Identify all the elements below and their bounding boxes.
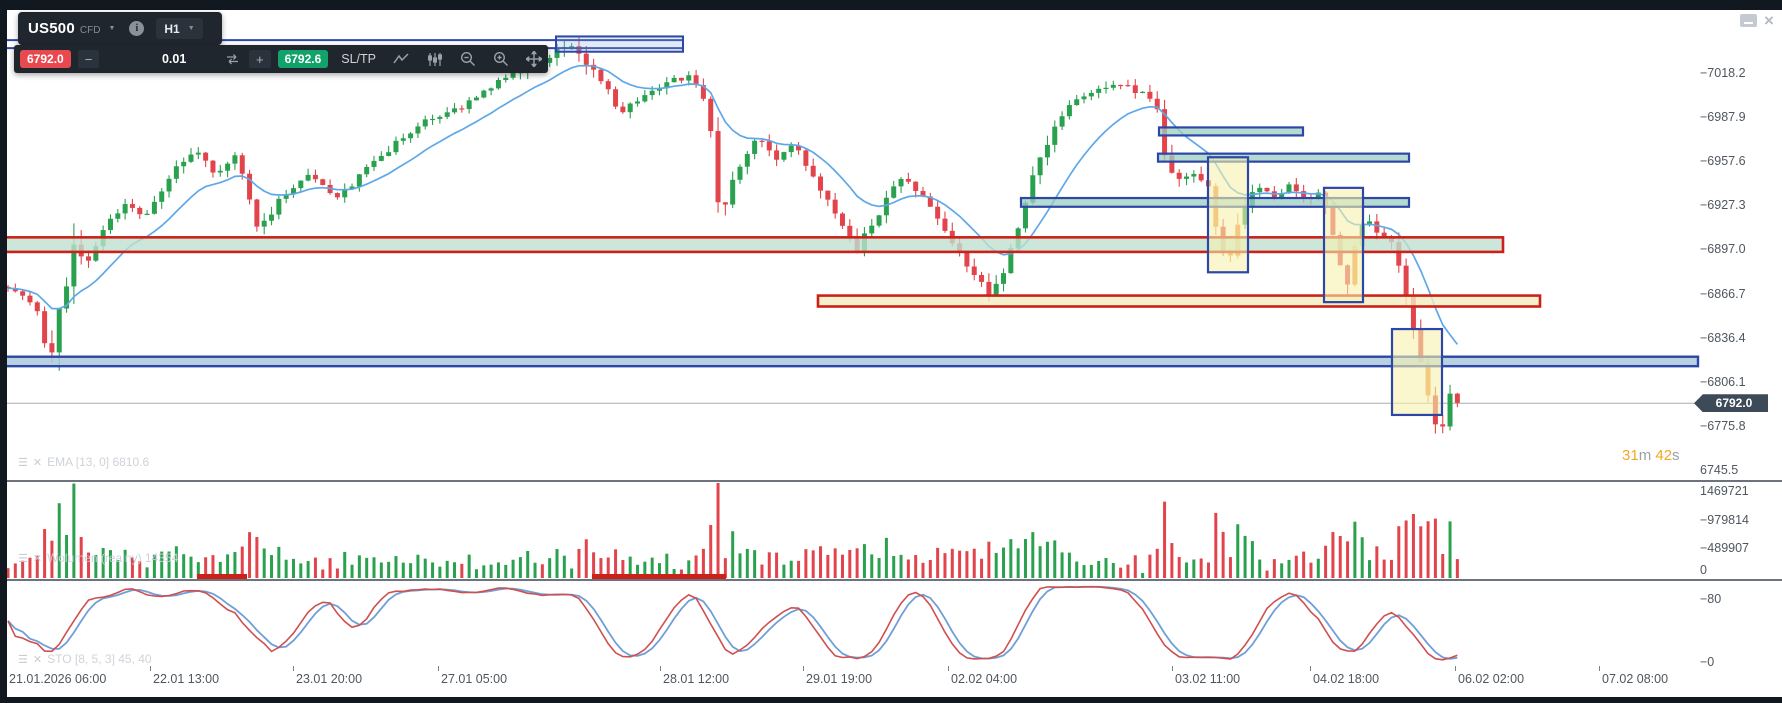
pane-dividers[interactable] (0, 480, 1782, 581)
time-tick-mark (293, 666, 294, 671)
volume-tick-label: −979814 (1700, 513, 1750, 527)
time-tick-mark (150, 666, 151, 671)
buy-button[interactable]: 6792.6 (277, 50, 329, 68)
indicator-close-icon[interactable]: ✕ (32, 456, 43, 469)
indicator-menu-icon[interactable]: ☰ (18, 456, 28, 469)
symbol-dropdown-caret-icon[interactable]: ▼ (108, 25, 116, 32)
time-tick-mark (1455, 666, 1456, 671)
volume-increase-button[interactable]: + (249, 50, 271, 68)
line-chart-mode-icon[interactable] (393, 52, 410, 66)
time-tick-mark (1599, 666, 1600, 671)
volume-decrease-button[interactable]: − (77, 50, 100, 68)
time-tick-label: 02.02 04:00 (951, 672, 1018, 686)
time-tick-mark (438, 666, 439, 671)
time-tick-mark (948, 666, 949, 671)
volume-tick-label: −489907 (1700, 541, 1750, 555)
time-tick-mark (803, 666, 804, 671)
panel-minimize-icon[interactable] (1740, 14, 1757, 27)
volume-bars (6, 483, 1459, 579)
time-tick-mark (1172, 666, 1173, 671)
price-tick-label: −6957.6 (1700, 154, 1746, 169)
instrument-type-badge: CFD (79, 24, 101, 36)
window-frame-bottom (0, 697, 1782, 703)
price-tick-label: −6866.7 (1700, 286, 1746, 301)
time-tick-mark (1310, 666, 1311, 671)
window-frame-top (0, 0, 1782, 10)
volume-indicator-label: ☰ ✕ Wolumen (realny) 14354 (18, 551, 178, 565)
instrument-info-icon[interactable]: i (129, 21, 145, 36)
current-price-badge: 6792.0 (1694, 394, 1768, 413)
candle-countdown: 31m 42s (1622, 447, 1680, 464)
volume-input[interactable]: 0.01 (106, 50, 242, 68)
symbol-panel: US500 CFD ▼ i H1 ▼ (18, 12, 222, 45)
price-tick-label: −6897.0 (1700, 242, 1746, 257)
volume-tick-label: 1469721 (1700, 484, 1749, 498)
price-tick-label: −6836.4 (1700, 330, 1746, 345)
price-tick-label: −6775.8 (1700, 418, 1746, 433)
timeframe-caret-icon: ▼ (187, 25, 195, 32)
indicator-menu-icon[interactable]: ☰ (18, 552, 28, 565)
sltp-button[interactable]: SL/TP (341, 52, 377, 66)
ema-label-text: EMA [13, 0] 6810.6 (47, 455, 150, 469)
stochastic-lines (7, 585, 1458, 661)
candles (0, 37, 1698, 434)
time-tick-label: 07.02 08:00 (1602, 672, 1669, 686)
time-tick-label: 29.01 19:00 (806, 672, 873, 686)
window-frame-left (0, 0, 7, 703)
indicator-close-icon[interactable]: ✕ (32, 653, 43, 666)
sto-label-text: STO [8, 5, 3] 45, 40 (47, 652, 152, 666)
indicator-menu-icon[interactable]: ☰ (18, 653, 28, 666)
sto-indicator-label: ☰ ✕ STO [8, 5, 3] 45, 40 (18, 652, 152, 666)
time-tick-label: 22.01 13:00 (153, 672, 220, 686)
time-tick-label: 23.01 20:00 (296, 672, 363, 686)
symbol-name[interactable]: US500 (28, 20, 75, 37)
price-tick-label: −6987.9 (1700, 110, 1746, 125)
pan-move-icon[interactable] (526, 51, 543, 67)
volume-label-text: Wolumen (realny) 14354 (47, 551, 179, 565)
drawing-zones[interactable] (0, 35, 1700, 417)
price-tick-label: −6806.1 (1700, 374, 1746, 389)
price-tick-label: −7018.2 (1700, 66, 1746, 80)
sell-button[interactable]: 6792.0 (20, 50, 71, 68)
sto-tick-label: −80 (1700, 592, 1722, 606)
price-tick-label: 6745.5 (1700, 463, 1739, 477)
time-tick-label: 21.01.2026 06:00 (9, 672, 107, 686)
order-panel: 6792.0 − 0.01 + 6792.6 SL/TP (14, 45, 548, 73)
time-tick-label: 03.02 11:00 (1175, 672, 1241, 686)
volume-tick-label: 0 (1700, 563, 1707, 577)
zoom-in-icon[interactable] (493, 51, 509, 67)
ema-indicator-label: ☰ ✕ EMA [13, 0] 6810.6 (18, 455, 149, 469)
time-tick-label: 28.01 12:00 (663, 672, 730, 686)
zoom-out-icon[interactable] (460, 51, 476, 67)
sto-tick-label: −0 (1700, 655, 1715, 669)
swap-icon[interactable] (225, 52, 240, 66)
time-tick-mark (660, 666, 661, 671)
panel-close-icon[interactable]: × (1764, 11, 1774, 30)
timeframe-selector[interactable]: H1 ▼ (156, 18, 203, 39)
window-controls: × (1740, 11, 1774, 30)
time-tick-label: 04.02 18:00 (1313, 672, 1380, 686)
time-tick-label: 27.01 05:00 (441, 672, 508, 686)
indicator-close-icon[interactable]: ✕ (32, 552, 43, 565)
price-tick-label: −6927.3 (1700, 198, 1746, 213)
candlestick-mode-icon[interactable] (427, 52, 443, 67)
time-tick-label: 06.02 02:00 (1458, 672, 1525, 686)
